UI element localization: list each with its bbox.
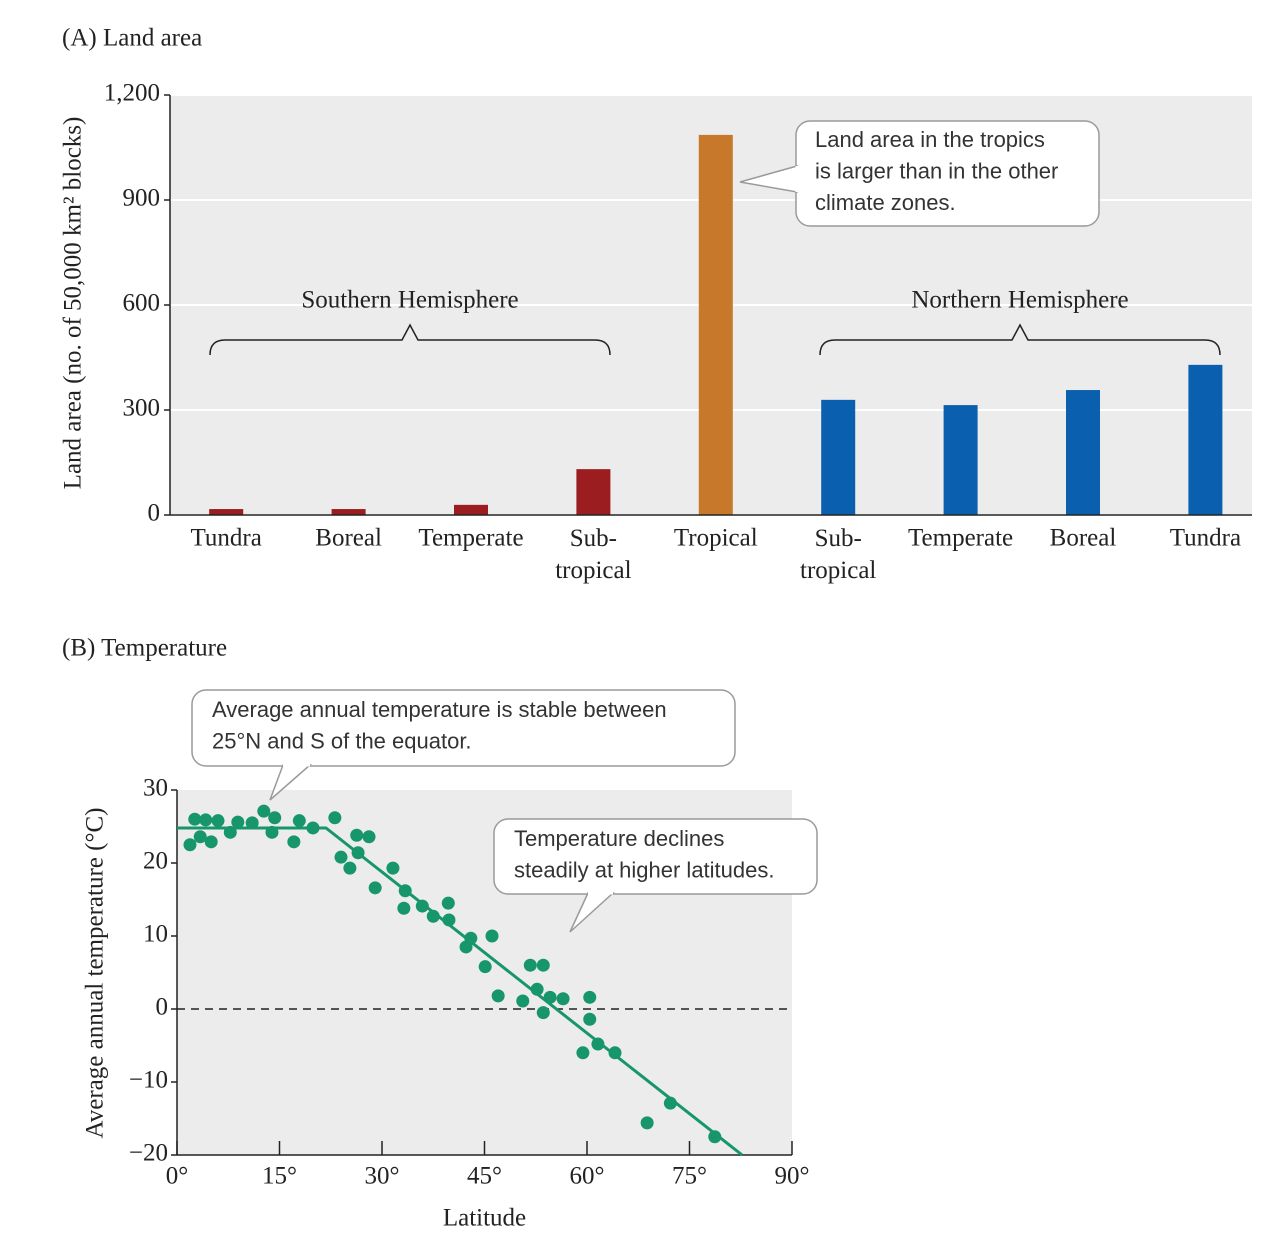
y-tick-label: 10 bbox=[143, 921, 168, 948]
y-tick-label: 1,200 bbox=[104, 80, 160, 107]
y-axis-label: Land area (no. of 50,000 km² blocks) bbox=[60, 117, 87, 490]
y-tick-label: 30 bbox=[143, 775, 168, 802]
x-tick-label: Sub-tropical bbox=[555, 525, 631, 584]
data-point bbox=[245, 816, 259, 830]
callout-text: Temperature declines bbox=[514, 826, 724, 851]
data-point bbox=[556, 992, 570, 1006]
bar bbox=[331, 509, 366, 515]
data-point bbox=[485, 929, 499, 943]
data-point bbox=[193, 830, 207, 844]
x-tick-label: 60° bbox=[570, 1163, 605, 1190]
data-point bbox=[362, 830, 376, 844]
x-tick-label: Tundra bbox=[191, 525, 262, 552]
bar bbox=[821, 399, 856, 515]
bar bbox=[454, 504, 488, 515]
bar bbox=[209, 509, 244, 515]
annotation: Southern Hemisphere bbox=[301, 287, 518, 314]
x-tick-label: 30° bbox=[365, 1163, 400, 1190]
bracket bbox=[209, 323, 611, 356]
bar bbox=[576, 469, 611, 515]
bar bbox=[943, 405, 978, 515]
data-point bbox=[350, 828, 364, 842]
x-tick-label: Temperate bbox=[908, 525, 1013, 552]
x-tick-label: 90° bbox=[775, 1163, 810, 1190]
data-point bbox=[386, 861, 400, 875]
y-tick-label: −10 bbox=[129, 1067, 168, 1094]
data-point bbox=[368, 881, 382, 895]
data-point bbox=[257, 804, 271, 818]
data-point bbox=[268, 811, 282, 825]
callout-text: steadily at higher latitudes. bbox=[514, 857, 775, 882]
bar bbox=[698, 134, 733, 515]
trend-line bbox=[177, 826, 744, 1157]
data-point bbox=[199, 813, 213, 827]
annotation: Northern Hemisphere bbox=[911, 287, 1128, 314]
data-point bbox=[536, 958, 550, 972]
bracket bbox=[819, 323, 1221, 356]
data-point bbox=[328, 811, 342, 825]
data-point bbox=[397, 901, 411, 915]
x-tick-label: Tundra bbox=[1170, 525, 1241, 552]
data-point bbox=[292, 814, 306, 828]
bar bbox=[1066, 390, 1100, 515]
y-axis-label: Average annual temperature (°C) bbox=[82, 808, 109, 1139]
data-point bbox=[491, 989, 505, 1003]
data-point bbox=[583, 990, 597, 1004]
data-point bbox=[708, 1130, 722, 1144]
x-tick-label: Tropical bbox=[674, 525, 758, 552]
data-point bbox=[640, 1116, 654, 1130]
x-tick-label: 0° bbox=[166, 1163, 189, 1190]
callout-text: 25°N and S of the equator. bbox=[212, 728, 472, 753]
y-tick-label: 0 bbox=[156, 994, 169, 1021]
data-point bbox=[576, 1046, 590, 1060]
data-point bbox=[334, 850, 348, 864]
callout-text: is larger than in the other bbox=[815, 158, 1058, 183]
x-axis-label: Latitude bbox=[443, 1205, 526, 1232]
callout-box bbox=[191, 689, 736, 767]
data-point bbox=[231, 815, 245, 829]
x-tick-label: Boreal bbox=[315, 525, 382, 552]
y-tick-label: 20 bbox=[143, 848, 168, 875]
x-tick-label: Sub-tropical bbox=[800, 525, 876, 584]
data-point bbox=[183, 838, 197, 852]
data-point bbox=[287, 835, 301, 849]
chart-title: (B) Temperature bbox=[62, 635, 227, 662]
x-tick-label: Boreal bbox=[1050, 525, 1117, 552]
x-tick-label: Temperate bbox=[418, 525, 523, 552]
data-point bbox=[523, 958, 537, 972]
callout-text: Average annual temperature is stable bet… bbox=[212, 697, 667, 722]
data-point bbox=[188, 812, 202, 826]
data-point bbox=[211, 814, 225, 828]
y-tick-label: −20 bbox=[129, 1140, 168, 1167]
data-point bbox=[583, 1012, 597, 1026]
data-point bbox=[464, 931, 478, 945]
data-point bbox=[343, 861, 357, 875]
callout-text: climate zones. bbox=[815, 190, 956, 215]
x-tick-label: 15° bbox=[262, 1163, 297, 1190]
x-tick-label: 45° bbox=[467, 1163, 502, 1190]
y-tick-label: 600 bbox=[123, 290, 161, 317]
data-point bbox=[478, 960, 492, 974]
data-point bbox=[441, 896, 455, 910]
callout-box bbox=[493, 818, 818, 895]
bar bbox=[1188, 364, 1223, 515]
data-point bbox=[204, 835, 218, 849]
y-tick-label: 0 bbox=[148, 500, 161, 527]
callout-text: Land area in the tropics bbox=[815, 127, 1045, 152]
data-point bbox=[536, 1006, 550, 1020]
x-tick-label: 75° bbox=[672, 1163, 707, 1190]
y-tick-label: 300 bbox=[123, 395, 161, 422]
y-tick-label: 900 bbox=[123, 185, 161, 212]
chart-title: (A) Land area bbox=[62, 25, 202, 52]
data-point bbox=[516, 994, 530, 1008]
